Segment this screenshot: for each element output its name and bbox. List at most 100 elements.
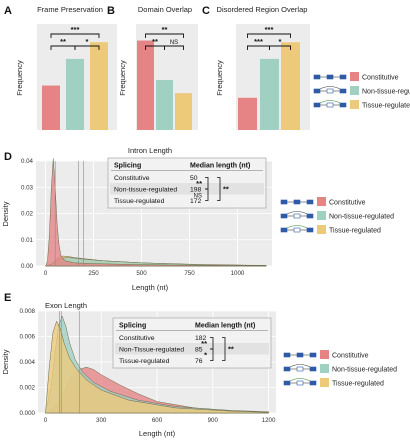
- panel-e-ylabel: Density: [1, 349, 10, 374]
- panel-e-ytick-3: 0.006: [20, 334, 36, 341]
- table-d-sig-label-2: **: [223, 185, 229, 194]
- panel-e-ytick-0: 0.000: [20, 410, 36, 417]
- table-d-row-1-value: 198: [190, 187, 202, 194]
- panel-d-ytick-0: 0.00: [21, 263, 34, 270]
- panel-d-axes: 0.00 0.01 0.02 0.03 0.04 0 250 500 750 1000: [21, 158, 245, 277]
- table-d-header-0: Splicing: [114, 163, 141, 170]
- panel-a: A Frame Preservation ** **** Frequency: [4, 5, 117, 131]
- panel-d-ytick-3: 0.03: [21, 184, 34, 191]
- legend-swatch-2: [320, 378, 329, 387]
- panel-e-letter: E: [4, 292, 11, 304]
- panel-b-bracket-1: [164, 45, 184, 50]
- isoform-diagram-icon: [280, 211, 314, 219]
- panel-b-significance: ** NS**: [145, 25, 184, 50]
- table-e-row-0-label: Constitutive: [119, 335, 155, 342]
- panel-d-density-0: [45, 158, 267, 267]
- panel-a-bracket-1: [74, 45, 100, 50]
- panel-c-bar-2: [281, 42, 300, 130]
- panel-e-density-2: [45, 320, 269, 414]
- panel-d-areas: [45, 158, 267, 267]
- isoform-diagram-icon: [280, 199, 314, 205]
- panel-a-ylabel: Frequency: [15, 60, 24, 96]
- panel-c-sig-label-0: ***: [254, 37, 263, 46]
- panel-c-sig-label-2: ***: [265, 25, 274, 34]
- legend-label-0: Constitutive: [332, 353, 369, 360]
- panel-b-sig-label-1: NS: [170, 40, 178, 46]
- legend-swatch-1: [350, 86, 359, 95]
- legend-swatch-1: [320, 364, 329, 373]
- legend-label-0: Constitutive: [329, 200, 366, 207]
- isoform-diagram-icon: [313, 74, 347, 80]
- panel-e-xtick-4: 1200: [262, 417, 276, 424]
- table-d-row-0-label: Constitutive: [114, 175, 150, 182]
- panel-d-median-table: Splicing Median length (nt) Constitutive 50…: [107, 157, 267, 209]
- panel-e-xtick-1: 300: [96, 417, 107, 424]
- panel-c-letter: C: [202, 5, 210, 17]
- legend-swatch-1: [317, 211, 326, 220]
- table-e-row-1-label: Non-Tissue-regulated: [119, 347, 184, 354]
- panel-a-sig-label-2: ***: [71, 25, 80, 34]
- isoform-diagram-icon: [313, 100, 347, 108]
- panel-a-sig-label-0: **: [60, 37, 66, 46]
- table-d-row-1-label: Non-tissue-regulated: [114, 187, 177, 194]
- panel-a-bar-2: [90, 42, 108, 130]
- isoform-diagram-icon: [313, 86, 347, 94]
- panel-a-bars: [42, 42, 108, 131]
- panel-c-ylabel: Frequency: [215, 60, 224, 96]
- table-d-sig-label-1: NS: [194, 193, 202, 199]
- legend-label-2: Tissue-regulated: [329, 228, 381, 235]
- panel-e-ytick-1: 0.002: [20, 385, 36, 392]
- panel-d-xtick-1: 250: [88, 270, 99, 277]
- panel-d-xlabel: Length (nt): [132, 283, 169, 292]
- table-e-header-0: Splicing: [119, 323, 146, 330]
- panel-d: D Intron Length 0.00 0.01 0.02 0.03 0.04 0 250…: [1, 146, 272, 292]
- panel-a-bar-1: [66, 58, 84, 131]
- panel-d-xtick-3: 750: [184, 270, 195, 277]
- table-e-header-1: Median length (nt): [195, 323, 255, 330]
- panel-a-significance: ** ****: [50, 25, 100, 50]
- table-d-row-2-value: 172: [190, 198, 202, 205]
- isoform-diagram-icon: [283, 364, 317, 372]
- panel-e-ytick-4: 0.008: [20, 308, 36, 315]
- legend-label-1: Non-tissue-regulated: [332, 367, 397, 374]
- panel-d-xtick-4: 1000: [231, 270, 245, 277]
- legend-label-2: Tissue-regulated: [332, 381, 384, 388]
- legend-label-2: Tissue-regulated: [362, 103, 410, 110]
- panel-b-title: Domain Overlap: [138, 5, 192, 14]
- panel-b-bracket-2: [145, 33, 184, 38]
- table-e-sig-label-0: **: [201, 339, 207, 348]
- panel-c-title: Disordered Region Overlap: [217, 5, 308, 14]
- panel-c: C Disordered Region Overlap *** **** Freq…: [202, 5, 310, 131]
- table-d-bracket-2: [217, 177, 221, 201]
- table-e-row-2-label: Tissue-regulated: [119, 358, 170, 365]
- panel-c-bar-1: [260, 58, 279, 131]
- panel-b-ylabel: Frequency: [118, 60, 127, 96]
- panel-c-bracket-2: [247, 33, 291, 38]
- panel-d-xtick-2: 500: [136, 270, 147, 277]
- legend-swatch-2: [317, 225, 326, 234]
- panel-d-ytick-4: 0.04: [21, 158, 34, 165]
- panel-a-letter: A: [4, 5, 12, 17]
- table-d-sig-label-0: **: [196, 179, 202, 188]
- panel-a-title: Frame Preservation: [37, 5, 103, 14]
- panel-e-xlabel: Length (nt): [139, 429, 176, 438]
- panel-a-bar-0: [42, 85, 60, 130]
- table-d-header-1: Median length (nt): [190, 163, 250, 170]
- table-e-sig-label-1: *: [204, 350, 207, 359]
- panel-e-axes: 0.000 0.002 0.004 0.006 0.008 0 300 600 900 1200: [20, 308, 276, 424]
- panel-b-sig-label-2: **: [162, 25, 168, 34]
- panel-e-title: Exon Length: [45, 301, 87, 310]
- panel-e: E Exon Length 0.0000.0020.0040.0060.0080…: [1, 292, 276, 438]
- panel-e-xtick-0: 0: [44, 417, 48, 424]
- table-d-row-shade-1: [110, 183, 264, 195]
- legend-label-1: Non-tissue-regulated: [362, 89, 410, 96]
- isoform-diagram-icon: [283, 352, 317, 358]
- panel-b-bar-1: [156, 80, 173, 130]
- table-e-bracket-2: [222, 337, 226, 361]
- table-e-row-0-value: 182: [195, 335, 207, 342]
- legend-swatch-2: [350, 100, 359, 109]
- legend-swatch-0: [350, 72, 359, 81]
- table-e-row-2-value: 76: [195, 358, 203, 365]
- panel-c-bars: [238, 42, 300, 131]
